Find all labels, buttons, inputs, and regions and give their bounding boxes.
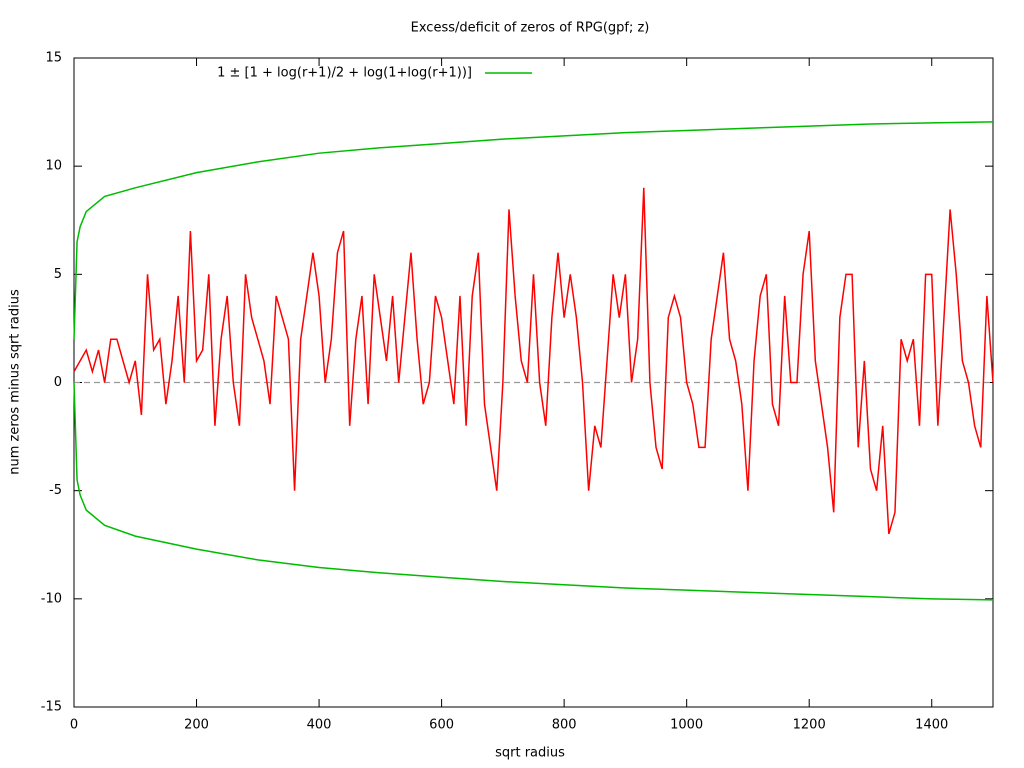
legend-label: 1 ± [1 + log(r+1)/2 + log(1+log(r+1))] bbox=[217, 66, 472, 81]
line-series bbox=[73, 121, 994, 340]
y-tick-label: -10 bbox=[41, 591, 62, 606]
y-tick-label: 0 bbox=[54, 375, 62, 390]
x-tick-label: 600 bbox=[429, 718, 454, 733]
y-tick-label: 10 bbox=[45, 159, 62, 174]
y-tick-label: -5 bbox=[49, 483, 62, 498]
y-tick-label: 5 bbox=[54, 267, 62, 282]
chart-title: Excess/deficit of zeros of RPG(gpf; z) bbox=[411, 21, 650, 36]
line-series bbox=[73, 187, 994, 535]
x-tick-label: 0 bbox=[70, 718, 78, 733]
y-tick-label: -15 bbox=[41, 700, 62, 715]
x-tick-label: 1400 bbox=[915, 718, 948, 733]
x-tick-label: 800 bbox=[552, 718, 577, 733]
x-tick-label: 200 bbox=[184, 718, 209, 733]
x-tick-label: 400 bbox=[307, 718, 332, 733]
y-axis-label: num zeros minus sqrt radius bbox=[8, 289, 23, 475]
x-axis-label: sqrt radius bbox=[495, 746, 565, 761]
y-tick-label: 15 bbox=[45, 51, 62, 66]
x-tick-label: 1200 bbox=[793, 718, 826, 733]
x-tick-label: 1000 bbox=[670, 718, 703, 733]
line-series bbox=[73, 382, 994, 601]
